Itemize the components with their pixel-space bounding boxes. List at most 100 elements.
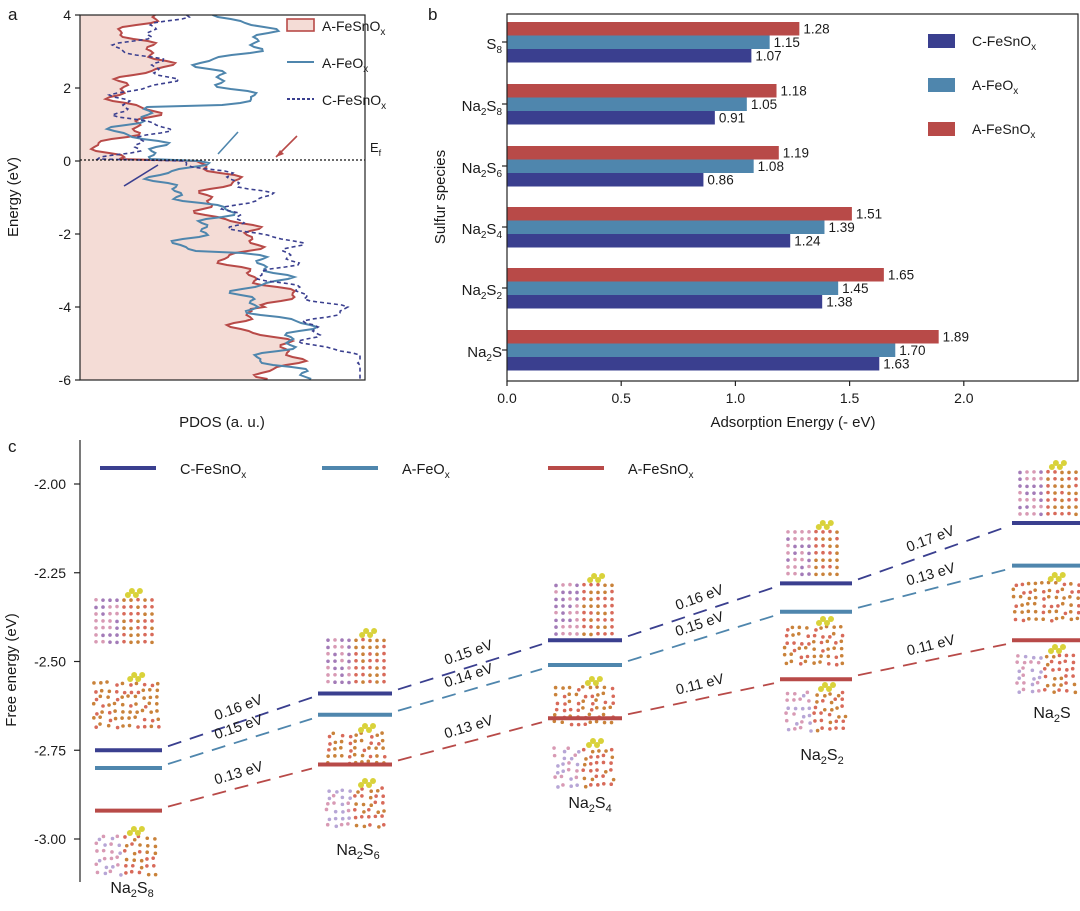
atom: [825, 639, 830, 644]
atom: [1020, 582, 1025, 587]
atom: [807, 530, 811, 534]
amorph-structure-thumbnail: [91, 672, 161, 730]
atom: [785, 691, 790, 696]
atom: [582, 632, 586, 636]
atom: [589, 590, 593, 595]
atom: [1046, 484, 1050, 488]
atom: [120, 695, 124, 699]
atom: [594, 760, 599, 765]
atom: [1065, 668, 1069, 672]
atom: [841, 719, 846, 724]
bar-a-fesnox: [507, 330, 939, 344]
bar-a-feox: [507, 343, 896, 357]
category-label: Na2S8: [462, 98, 503, 118]
atom: [150, 612, 154, 616]
atom: [115, 604, 119, 609]
atom: [1044, 654, 1049, 659]
atom: [786, 551, 790, 555]
atom: [143, 612, 147, 617]
atom: [575, 632, 579, 636]
atom: [150, 604, 154, 609]
atom: [150, 626, 154, 631]
atom: [1062, 582, 1067, 587]
atom: [1060, 505, 1064, 510]
atom: [382, 754, 387, 759]
atom: [380, 738, 385, 743]
atom: [554, 604, 558, 609]
sulfur-atom: [587, 577, 594, 583]
atom: [582, 617, 586, 622]
atom: [370, 735, 374, 739]
atom: [1029, 660, 1033, 664]
atom: [94, 862, 99, 867]
atom: [1057, 653, 1062, 658]
atom: [133, 715, 137, 719]
atom: [603, 596, 607, 601]
atom: [562, 749, 567, 754]
sulfur-atom: [822, 682, 828, 688]
atom: [1021, 687, 1026, 692]
atom: [103, 871, 108, 876]
atom: [1017, 669, 1022, 674]
atom: [1046, 505, 1050, 509]
atom: [340, 673, 344, 678]
atom: [1046, 594, 1051, 599]
atom: [602, 685, 607, 690]
atom: [122, 619, 126, 624]
atom: [333, 644, 337, 649]
panel-c-label: c: [8, 437, 17, 456]
atom: [839, 639, 844, 644]
atom: [1041, 589, 1046, 594]
sulfur-atom: [599, 573, 606, 579]
bar-value-label: 0.91: [719, 111, 745, 126]
bar-c-fesnox: [507, 49, 752, 63]
cryst-structure-thumbnail: [1018, 460, 1078, 517]
bar-a-fesnox: [507, 146, 779, 160]
sulfur-atom: [1052, 460, 1059, 466]
category-label: Na2S4: [462, 221, 503, 241]
atom: [589, 632, 593, 637]
atom: [1069, 603, 1073, 607]
atom: [375, 645, 379, 649]
y-tick-label: -2.25: [34, 565, 66, 581]
atom: [1039, 498, 1043, 502]
atom: [839, 653, 844, 658]
atom: [555, 701, 560, 706]
atom: [1032, 497, 1036, 502]
atom: [828, 537, 832, 541]
atom: [382, 638, 386, 643]
atom: [828, 551, 832, 555]
bar-a-feox: [507, 97, 747, 111]
pdos-arrows: [123, 131, 298, 187]
atom: [353, 746, 357, 750]
atom: [569, 756, 574, 761]
atom: [142, 717, 147, 722]
atom: [568, 597, 572, 601]
atom: [103, 843, 107, 847]
atom: [1046, 512, 1050, 516]
atom: [113, 709, 117, 713]
transition-c-fesnox: [397, 643, 543, 691]
atom: [601, 712, 606, 717]
atom: [1032, 484, 1036, 489]
sulfur-atom: [1060, 644, 1066, 650]
atom: [812, 661, 816, 665]
atom: [333, 809, 338, 814]
sulfur-atom: [1051, 572, 1058, 578]
atom: [821, 565, 825, 569]
atom: [568, 631, 572, 636]
atom: [1067, 491, 1071, 496]
atom: [120, 681, 125, 686]
atom: [1025, 491, 1029, 496]
atom: [134, 702, 138, 706]
atom: [1064, 681, 1068, 685]
legend-label: A-FeOx: [322, 55, 368, 75]
atom: [347, 666, 351, 670]
atom: [827, 712, 832, 717]
atom: [807, 699, 811, 703]
atom: [97, 837, 102, 842]
y-tick-label: -4: [59, 299, 72, 315]
sulfur-atom: [1048, 464, 1055, 470]
atom: [150, 640, 154, 645]
atom: [828, 635, 832, 639]
